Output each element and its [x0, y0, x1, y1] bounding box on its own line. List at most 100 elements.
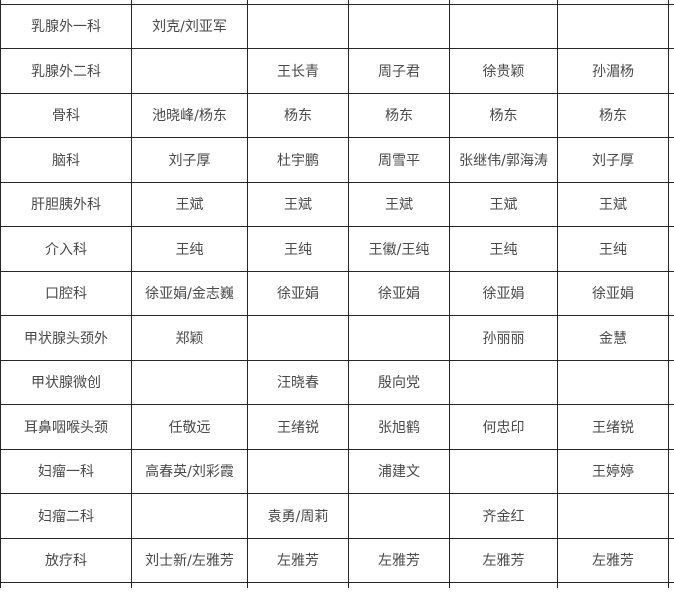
schedule-cell: 张继伟/郭海涛	[449, 137, 558, 183]
department-cell: 放疗科	[0, 537, 132, 583]
schedule-cell: 杨东	[557, 92, 669, 138]
schedule-cell: 王徽/王纯	[348, 226, 450, 272]
schedule-cell: 郑颖	[131, 315, 248, 361]
department-cell: 妇瘤二科	[0, 493, 132, 539]
table-row: 乳腺外一科 刘克/刘亚军	[0, 3, 674, 49]
department-cell: 口腔科	[0, 270, 132, 316]
schedule-cell: 孙湄杨	[557, 48, 669, 94]
department-cell: 甲状腺头颈外	[0, 315, 132, 361]
schedule-cell: 左雅芳	[348, 537, 450, 583]
schedule-cell	[348, 3, 450, 49]
schedule-cell: 徐亚娟	[449, 270, 558, 316]
schedule-cell	[131, 582, 248, 588]
department-cell: 妇瘤一科	[0, 448, 132, 494]
schedule-cell: 刘士新/左雅芳	[131, 537, 248, 583]
roster-body: 乳腺外一科 刘克/刘亚军 乳腺外二科 王长青 周子君 徐贵颖 孙湄杨 骨科 池晓峰/杨东 杨东 杨东…	[0, 0, 674, 588]
schedule-cell: 浦建文	[348, 448, 450, 494]
schedule-cell: 杜宇鹏	[247, 137, 349, 183]
schedule-cell: 齐金红	[449, 493, 558, 539]
schedule-cell: 左雅芳	[449, 537, 558, 583]
schedule-cell: 袁勇/周莉	[247, 493, 349, 539]
schedule-cell: 任敬远	[131, 404, 248, 450]
schedule-cell: 徐亚娟	[348, 270, 450, 316]
schedule-cell: 左雅芳	[557, 537, 669, 583]
cropped-row	[0, 582, 674, 588]
schedule-cell	[348, 582, 450, 588]
schedule-cell	[557, 582, 669, 588]
schedule-cell	[247, 315, 349, 361]
table-row: 放疗科 刘士新/左雅芳 左雅芳 左雅芳 左雅芳 左雅芳	[0, 537, 674, 583]
schedule-cell	[449, 359, 558, 405]
table-row: 甲状腺头颈外 郑颖 孙丽丽 金慧	[0, 315, 674, 361]
schedule-cell: 刘克/刘亚军	[131, 3, 248, 49]
department-cell	[0, 582, 132, 588]
department-cell: 耳鼻咽喉头颈	[0, 404, 132, 450]
table-row: 妇瘤二科 袁勇/周莉 齐金红	[0, 493, 674, 539]
schedule-cell: 徐亚娟	[247, 270, 349, 316]
department-cell: 介入科	[0, 226, 132, 272]
schedule-cell: 周子君	[348, 48, 450, 94]
schedule-cell: 殷向党	[348, 359, 450, 405]
cropped-column-cell	[668, 404, 674, 450]
schedule-cell	[449, 582, 558, 588]
schedule-cell: 王斌	[557, 181, 669, 227]
schedule-cell: 王斌	[348, 181, 450, 227]
cropped-column-cell	[668, 582, 674, 588]
schedule-cell	[348, 493, 450, 539]
schedule-cell	[247, 3, 349, 49]
schedule-cell: 王纯	[247, 226, 349, 272]
schedule-cell: 王婷婷	[557, 448, 669, 494]
schedule-cell: 金慧	[557, 315, 669, 361]
schedule-cell: 汪晓春	[247, 359, 349, 405]
schedule-cell: 何忠印	[449, 404, 558, 450]
cropped-row	[0, 0, 674, 5]
schedule-cell: 徐贵颖	[449, 48, 558, 94]
schedule-cell	[247, 582, 349, 588]
table-row: 乳腺外二科 王长青 周子君 徐贵颖 孙湄杨	[0, 48, 674, 94]
cropped-column-cell	[668, 448, 674, 494]
schedule-cell: 左雅芳	[247, 537, 349, 583]
department-cell: 甲状腺微创	[0, 359, 132, 405]
table-row: 耳鼻咽喉头颈 任敬远 王绪锐 张旭鹤 何忠印 王绪锐	[0, 404, 674, 450]
schedule-cell: 王斌	[449, 181, 558, 227]
schedule-cell: 刘子厚	[557, 137, 669, 183]
schedule-cell: 杨东	[247, 92, 349, 138]
department-cell: 乳腺外二科	[0, 48, 132, 94]
schedule-cell: 王斌	[131, 181, 248, 227]
department-cell: 乳腺外一科	[0, 3, 132, 49]
schedule-cell: 杨东	[449, 92, 558, 138]
table-row: 肝胆胰外科 王斌 王斌 王斌 王斌 王斌	[0, 181, 674, 227]
cropped-column-cell	[668, 537, 674, 583]
cropped-column-cell	[668, 137, 674, 183]
schedule-cell: 周雪平	[348, 137, 450, 183]
table-row: 脑科 刘子厚 杜宇鹏 周雪平 张继伟/郭海涛 刘子厚	[0, 137, 674, 183]
department-cell: 脑科	[0, 137, 132, 183]
duty-roster-table: 乳腺外一科 刘克/刘亚军 乳腺外二科 王长青 周子君 徐贵颖 孙湄杨 骨科 池晓峰/杨东 杨东 杨东…	[0, 0, 674, 588]
schedule-cell: 王纯	[131, 226, 248, 272]
schedule-cell: 王纯	[557, 226, 669, 272]
cropped-column-cell	[668, 3, 674, 49]
cropped-column-cell	[668, 493, 674, 539]
schedule-cell	[131, 48, 248, 94]
schedule-cell: 王绪锐	[247, 404, 349, 450]
department-cell: 肝胆胰外科	[0, 181, 132, 227]
schedule-cell: 王绪锐	[557, 404, 669, 450]
schedule-cell	[247, 448, 349, 494]
schedule-cell	[449, 448, 558, 494]
cropped-column-cell	[668, 92, 674, 138]
schedule-cell: 徐亚娟/金志巍	[131, 270, 248, 316]
schedule-cell: 孙丽丽	[449, 315, 558, 361]
schedule-cell: 刘子厚	[131, 137, 248, 183]
schedule-cell: 徐亚娟	[557, 270, 669, 316]
schedule-cell	[557, 493, 669, 539]
schedule-cell	[131, 359, 248, 405]
table-row: 介入科 王纯 王纯 王徽/王纯 王纯 王纯	[0, 226, 674, 272]
table-row: 口腔科 徐亚娟/金志巍 徐亚娟 徐亚娟 徐亚娟 徐亚娟	[0, 270, 674, 316]
table-row: 骨科 池晓峰/杨东 杨东 杨东 杨东 杨东	[0, 92, 674, 138]
department-cell: 骨科	[0, 92, 132, 138]
schedule-cell	[348, 315, 450, 361]
schedule-cell: 杨东	[348, 92, 450, 138]
schedule-cell	[131, 493, 248, 539]
schedule-cell: 王长青	[247, 48, 349, 94]
